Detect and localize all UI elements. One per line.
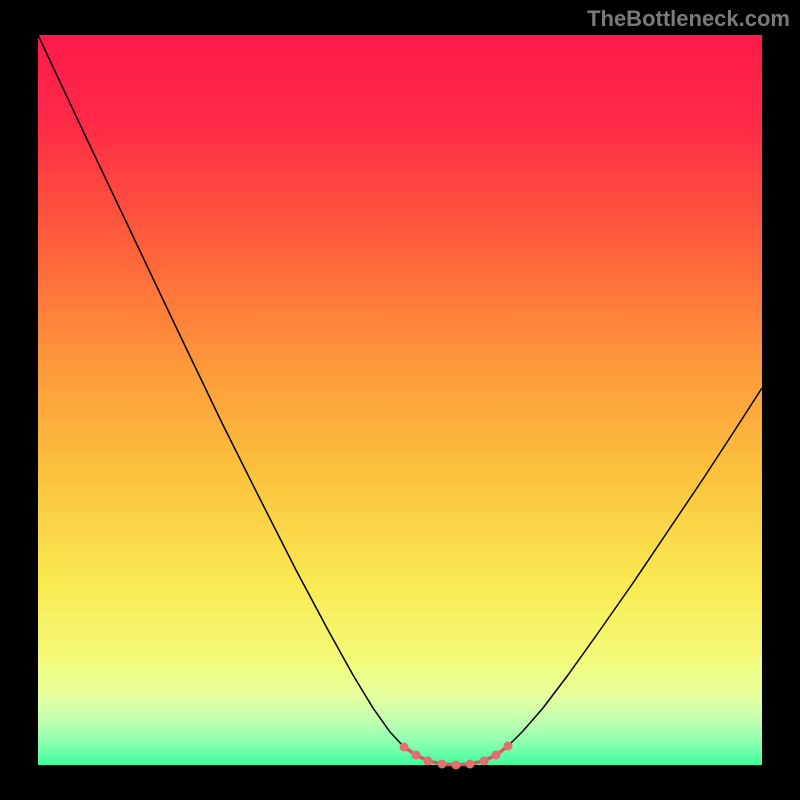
- marker-point: [412, 751, 421, 760]
- marker-point: [400, 743, 409, 752]
- marker-point: [452, 761, 461, 770]
- watermark-label: TheBottleneck.com: [587, 6, 790, 32]
- marker-point: [466, 760, 475, 769]
- plot-background: [38, 35, 762, 765]
- marker-point: [424, 757, 433, 766]
- marker-point: [492, 751, 501, 760]
- bottleneck-chart: [0, 0, 800, 800]
- marker-point: [438, 760, 447, 769]
- chart-container: TheBottleneck.com: [0, 0, 800, 800]
- marker-point: [504, 742, 513, 751]
- marker-point: [480, 757, 489, 766]
